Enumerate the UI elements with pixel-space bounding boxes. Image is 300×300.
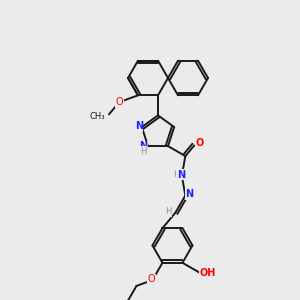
Text: N: N	[135, 121, 143, 131]
Text: O: O	[195, 138, 203, 148]
Text: O: O	[148, 274, 155, 284]
Text: CH₃: CH₃	[89, 112, 105, 121]
Text: H: H	[165, 207, 172, 216]
Text: H: H	[140, 147, 146, 156]
Text: OH: OH	[200, 268, 216, 278]
Text: O: O	[116, 97, 123, 107]
Text: N: N	[139, 141, 147, 151]
Text: H: H	[173, 170, 179, 179]
Text: N: N	[177, 170, 185, 180]
Text: N: N	[185, 190, 194, 200]
